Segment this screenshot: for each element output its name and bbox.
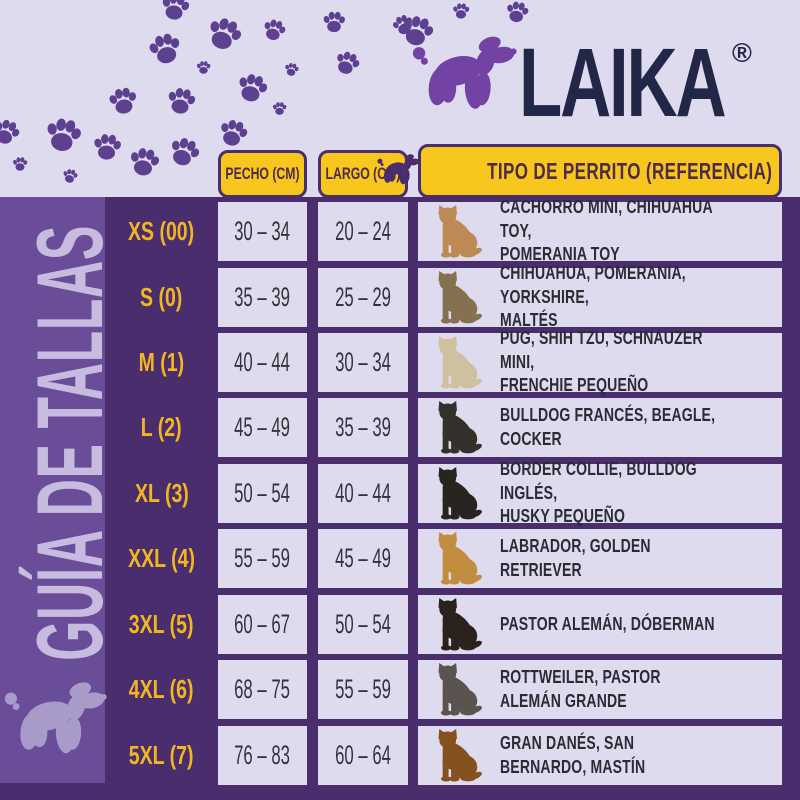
column-header-pecho-label: PECHO (CM) [225, 164, 300, 183]
paw-print-icon [163, 131, 204, 172]
paw-print-icon [322, 10, 346, 34]
breed-cell: CACHORRO MINI, CHIHUAHUA TOY, POMERANIA … [418, 197, 782, 264]
largo-cell: 60 – 64 [318, 726, 408, 785]
breed-list: LABRADOR, GOLDEN RETRIEVER [500, 536, 651, 580]
breed-cell: CHIHUAHUA, POMERANIA, YORKSHIRE, MALTÉS [418, 263, 782, 330]
breed-cell: LABRADOR, GOLDEN RETRIEVER [418, 529, 782, 588]
breed-cell: PASTOR ALEMÁN, DÓBERMAN [418, 595, 782, 654]
largo-cell: 55 – 59 [318, 660, 408, 719]
table-row-xxl: XXL (4) 55 – 59 45 – 49 LABRADOR, GOLDEN… [0, 529, 800, 588]
size-label: 3XL (5) [129, 609, 194, 639]
largo-cell: 40 – 44 [318, 464, 408, 523]
paw-print-icon [158, 0, 193, 24]
table-row-xs: XS (00) 30 – 34 20 – 24 CACHORRO MINI, C… [0, 197, 800, 264]
sidebar: GUÍA DE TALLAS [0, 197, 122, 783]
largo-cell: 35 – 39 [318, 398, 408, 457]
size-label: L (2) [141, 412, 182, 442]
dog-photo-shih-tzu [430, 336, 484, 390]
largo-cell: 20 – 24 [318, 202, 408, 261]
largo-cell: 50 – 54 [318, 595, 408, 654]
paw-print-icon [125, 143, 162, 180]
paw-print-icon [330, 46, 363, 79]
size-label: M (1) [138, 347, 185, 377]
pecho-cell: 50 – 54 [218, 464, 307, 523]
column-header-largo-label: LARGO (CM) [325, 164, 401, 183]
paw-print-icon [272, 101, 287, 116]
paw-print-icon [0, 114, 24, 150]
breed-cell: BORDER COLLIE, BULLDOG INGLÉS, HUSKY PEQ… [418, 459, 782, 526]
table-row-l: L (2) 45 – 49 35 – 39 BULLDOG FRANCÉS, B… [0, 398, 800, 457]
breed-list: GRAN DANÉS, SAN BERNARDO, MASTÍN [500, 733, 646, 777]
pecho-cell: 35 – 39 [218, 268, 307, 327]
paw-print-icon [61, 167, 80, 186]
dog-photo-rottweiler [430, 663, 484, 717]
paw-print-icon [283, 61, 300, 78]
column-header-tipo: TIPO DE PERRITO (REFERENCIA) [418, 144, 782, 198]
dog-photo-chihuahua [430, 205, 484, 259]
dog-photo-border-collie [430, 467, 484, 521]
breed-cell: PUG, SHIH TZU, SCHNAUZER MINI, FRENCHIE … [418, 328, 782, 395]
breed-list: ROTTWEILER, PASTOR ALEMÁN GRANDE [500, 667, 661, 711]
breed-list: PASTOR ALEMÁN, DÓBERMAN [500, 613, 715, 634]
pecho-cell: 45 – 49 [218, 398, 307, 457]
dog-photo-doberman [430, 598, 484, 652]
paw-print-icon [259, 15, 288, 44]
largo-cell: 45 – 49 [318, 529, 408, 588]
breed-cell: GRAN DANÉS, SAN BERNARDO, MASTÍN [418, 726, 782, 785]
dog-photo-french-bulldog [430, 401, 484, 455]
breed-cell: BULLDOG FRANCÉS, BEAGLE, COCKER [418, 398, 782, 457]
paw-print-icon [232, 68, 271, 107]
size-label: XXL (4) [128, 543, 195, 573]
paw-print-icon [106, 84, 141, 119]
paw-print-icon [41, 113, 85, 157]
table-row-3xl: 3XL (5) 60 – 67 50 – 54 PASTOR ALEMÁN, D… [0, 595, 800, 654]
table-row-xl: XL (3) 50 – 54 40 – 44 BORDER COLLIE, BU… [0, 459, 800, 526]
dog-photo-yorkshire [430, 271, 484, 325]
column-header-pecho: PECHO (CM) [218, 150, 307, 198]
table-row-5xl: 5XL (7) 76 – 83 60 – 64 GRAN DANÉS, SAN … [0, 726, 800, 785]
breed-list: BULLDOG FRANCÉS, BEAGLE, COCKER [500, 405, 716, 449]
paw-print-icon [215, 115, 252, 152]
size-label: S (0) [140, 282, 183, 312]
largo-cell: 25 – 29 [318, 268, 408, 327]
breed-list: BORDER COLLIE, BULLDOG INGLÉS, HUSKY PEQ… [500, 459, 697, 527]
paw-print-icon [452, 2, 470, 20]
table-row-4xl: 4XL (6) 68 – 75 55 – 59 ROTTWEILER, PAST… [0, 660, 800, 719]
breed-list: CHIHUAHUA, POMERANIA, YORKSHIRE, MALTÉS [500, 263, 686, 331]
balloon-dog-icon [412, 26, 518, 130]
size-label: XL (3) [134, 478, 189, 508]
paw-print-icon [144, 28, 186, 70]
pecho-cell: 60 – 67 [218, 595, 307, 654]
pecho-cell: 40 – 44 [218, 333, 307, 392]
column-header-tipo-label: TIPO DE PERRITO (REFERENCIA) [487, 157, 773, 184]
brand-name: LAIKA [519, 28, 727, 137]
size-label: 4XL (6) [129, 674, 194, 704]
size-label: XS (00) [128, 216, 195, 246]
largo-cell: 30 – 34 [318, 333, 408, 392]
pecho-cell: 55 – 59 [218, 529, 307, 588]
paw-print-icon [201, 11, 247, 57]
pecho-cell: 30 – 34 [218, 202, 307, 261]
pecho-cell: 68 – 75 [218, 660, 307, 719]
breed-cell: ROTTWEILER, PASTOR ALEMÁN GRANDE [418, 660, 782, 719]
paw-print-icon [503, 0, 531, 26]
size-label: 5XL (7) [129, 740, 194, 770]
table-row-m: M (1) 40 – 44 30 – 34 PUG, SHIH TZU, SCH… [0, 328, 800, 395]
pecho-cell: 76 – 83 [218, 726, 307, 785]
dog-photo-golden-retriever [430, 532, 484, 586]
paw-print-icon [164, 84, 199, 119]
breed-list: CACHORRO MINI, CHIHUAHUA TOY, POMERANIA … [500, 197, 713, 265]
paw-print-icon [196, 60, 211, 75]
paw-print-icon [12, 156, 28, 172]
breed-list: PUG, SHIH TZU, SCHNAUZER MINI, FRENCHIE … [500, 328, 703, 396]
table-row-s: S (0) 35 – 39 25 – 29 CHIHUAHUA, POMERAN… [0, 263, 800, 330]
paw-print-icon [91, 131, 124, 164]
balloon-dog-icon [377, 153, 421, 190]
dog-photo-mastiff [430, 729, 484, 783]
registered-mark: ® [732, 38, 752, 68]
